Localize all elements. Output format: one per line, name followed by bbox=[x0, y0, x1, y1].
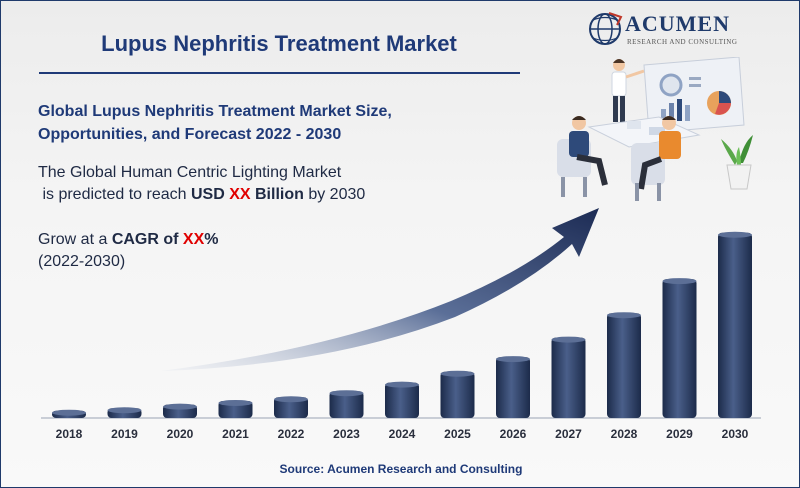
cagr-percent: % bbox=[204, 231, 219, 248]
seated-person-left-icon bbox=[557, 116, 608, 197]
x-tick-label-2018: 2018 bbox=[56, 427, 83, 441]
x-tick-label-2020: 2020 bbox=[167, 427, 194, 441]
market-size-statement: The Global Human Centric Lighting Market… bbox=[38, 162, 365, 206]
report-subtitle: Global Lupus Nephritis Treatment Market … bbox=[38, 100, 458, 146]
cagr-line: Grow at a CAGR of XX% bbox=[38, 229, 219, 251]
logo-name: ACUMEN bbox=[625, 11, 730, 36]
statement-line-1: The Global Human Centric Lighting Market bbox=[38, 164, 342, 181]
bar-2023 bbox=[329, 390, 364, 418]
subtitle-line-1: Global Lupus Nephritis Treatment Market … bbox=[38, 103, 392, 120]
bar-2020 bbox=[163, 403, 197, 418]
bar-2022 bbox=[274, 396, 308, 418]
statement-prefix: is predicted to reach bbox=[38, 186, 191, 203]
cagr-years: (2022-2030) bbox=[38, 253, 126, 270]
billion-label: Billion bbox=[250, 186, 304, 203]
bar-2024 bbox=[385, 381, 419, 418]
x-tick-label-2024: 2024 bbox=[389, 427, 416, 441]
cagr-label: CAGR of bbox=[111, 231, 183, 248]
usd-value: XX bbox=[229, 186, 251, 203]
potted-plant-icon bbox=[721, 135, 753, 190]
x-tick-label-2019: 2019 bbox=[111, 427, 138, 441]
bar-2029 bbox=[662, 278, 697, 418]
x-tick-label-2027: 2027 bbox=[555, 427, 582, 441]
x-tick-label-2022: 2022 bbox=[278, 427, 305, 441]
bar-2025 bbox=[440, 370, 475, 418]
title-underline bbox=[39, 72, 520, 74]
source-note: Source: Acumen Research and Consulting bbox=[279, 462, 523, 476]
globe-icon bbox=[589, 12, 623, 45]
x-tick-label-2026: 2026 bbox=[500, 427, 527, 441]
statement-line-2: is predicted to reach USD XX Billion by … bbox=[38, 184, 365, 206]
acumen-logo: ACUMEN RESEARCH AND CONSULTING bbox=[585, 9, 795, 49]
x-tick-label-2029: 2029 bbox=[666, 427, 693, 441]
cagr-prefix: Grow at a bbox=[38, 231, 112, 248]
bar-2027 bbox=[551, 336, 586, 418]
x-tick-label-2030: 2030 bbox=[722, 427, 749, 441]
cagr-statement: Grow at a CAGR of XX% (2022-2030) bbox=[38, 229, 219, 273]
page-title: Lupus Nephritis Treatment Market bbox=[101, 31, 457, 56]
statement-suffix: by 2030 bbox=[303, 186, 366, 203]
bar-2021 bbox=[218, 399, 253, 418]
dashboard-board-icon bbox=[643, 57, 745, 134]
x-tick-label-2025: 2025 bbox=[444, 427, 471, 441]
presenter-figure-icon bbox=[611, 59, 645, 122]
usd-label: USD bbox=[190, 186, 230, 203]
bar-2019 bbox=[107, 407, 142, 418]
bar-2018 bbox=[52, 409, 86, 418]
bar-2030 bbox=[718, 231, 752, 418]
x-tick-label-2021: 2021 bbox=[222, 427, 249, 441]
cagr-value: XX bbox=[182, 231, 205, 248]
logo-tagline: RESEARCH AND CONSULTING bbox=[627, 38, 738, 46]
bar-2026 bbox=[496, 356, 530, 418]
x-tick-label-2023: 2023 bbox=[333, 427, 360, 441]
seated-person-right-icon bbox=[631, 116, 681, 201]
bar-2028 bbox=[607, 312, 641, 418]
business-meeting-illustration bbox=[557, 57, 753, 201]
market-growth-chart: 2018 2019 2020 2021 2022 2023 2024 2025 2026 2027… bbox=[41, 208, 761, 441]
x-tick-label-2028: 2028 bbox=[611, 427, 638, 441]
trend-arrow bbox=[161, 208, 599, 371]
subtitle-line-2: Opportunities, and Forecast 2022 - 2030 bbox=[38, 126, 342, 143]
